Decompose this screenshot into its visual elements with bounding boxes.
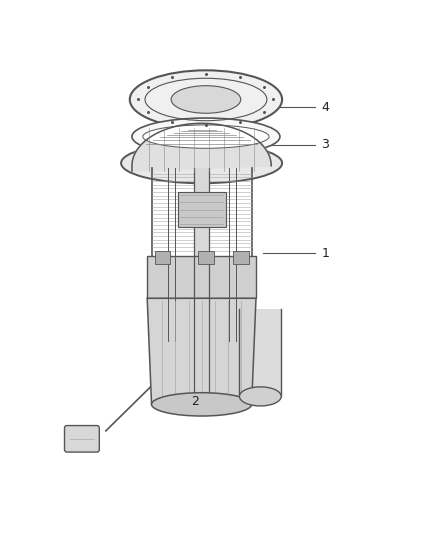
Bar [178,192,226,227]
Bar [240,309,281,397]
Bar [194,168,209,405]
Text: 4: 4 [321,101,329,114]
Bar [198,251,214,264]
Bar [147,256,256,298]
Polygon shape [132,123,271,171]
FancyBboxPatch shape [64,425,99,452]
Ellipse shape [143,125,269,148]
Bar [233,251,249,264]
Text: 3: 3 [321,138,329,151]
Ellipse shape [130,70,282,128]
Ellipse shape [171,86,241,114]
Ellipse shape [132,118,280,155]
Text: 1: 1 [321,247,329,260]
Polygon shape [147,298,256,405]
Ellipse shape [152,393,252,416]
Text: 2: 2 [191,395,198,408]
Bar [155,251,170,264]
Ellipse shape [240,387,281,406]
Ellipse shape [121,143,282,183]
